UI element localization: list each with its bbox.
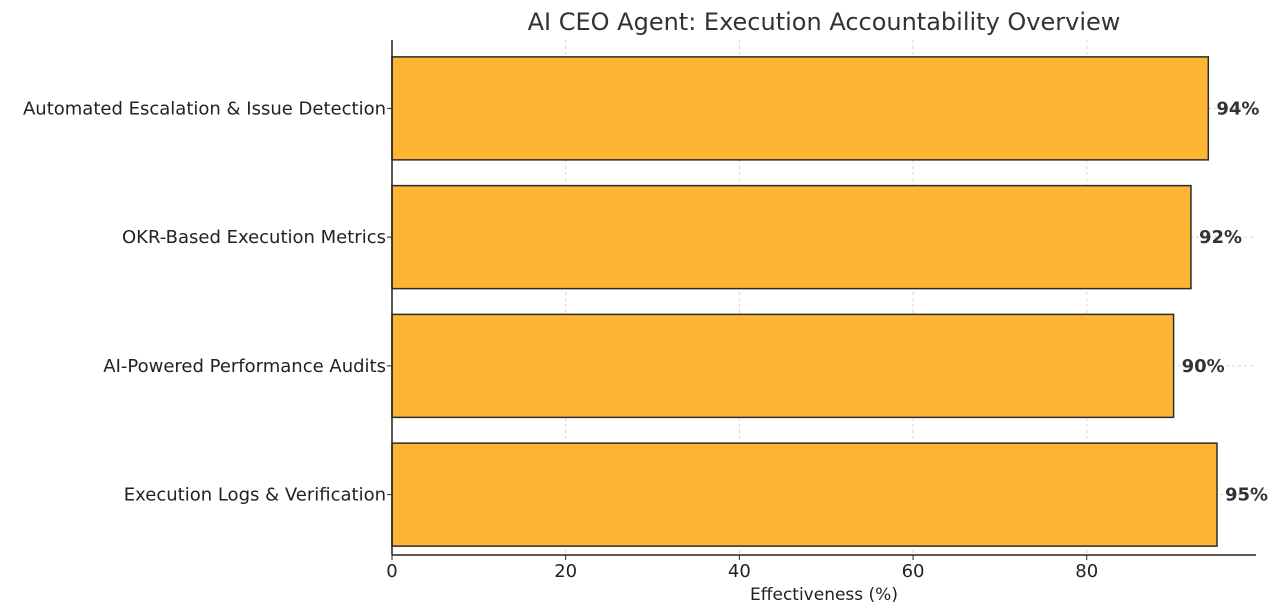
category-label-3: Execution Logs & Verification xyxy=(124,485,386,506)
value-label-2: 90% xyxy=(1182,356,1225,377)
category-label-2: AI-Powered Performance Audits xyxy=(103,356,386,377)
x-tick-label-60: 60 xyxy=(902,561,925,582)
category-label-1: OKR-Based Execution Metrics xyxy=(122,227,386,248)
bar-1 xyxy=(391,184,1192,290)
x-tick-label-80: 80 xyxy=(1075,561,1098,582)
bar-3 xyxy=(391,442,1218,547)
value-label-0: 94% xyxy=(1216,98,1259,119)
x-tick-label-20: 20 xyxy=(554,561,577,582)
bar-2 xyxy=(391,313,1175,419)
axes xyxy=(387,40,1256,560)
bar-0 xyxy=(391,56,1210,161)
labels: 0 20 40 60 80 Automated Escalation & Issue De… xyxy=(23,98,1268,582)
category-label-0: Automated Escalation & Issue Detection xyxy=(23,98,386,119)
x-tick-label-40: 40 xyxy=(728,561,751,582)
x-tick-label-0: 0 xyxy=(386,561,397,582)
chart-title: AI CEO Agent: Execution Accountability O… xyxy=(528,8,1121,36)
value-label-3: 95% xyxy=(1225,485,1268,506)
x-axis-label: Effectiveness (%) xyxy=(750,585,898,605)
bars xyxy=(391,56,1218,547)
value-label-1: 92% xyxy=(1199,227,1242,248)
